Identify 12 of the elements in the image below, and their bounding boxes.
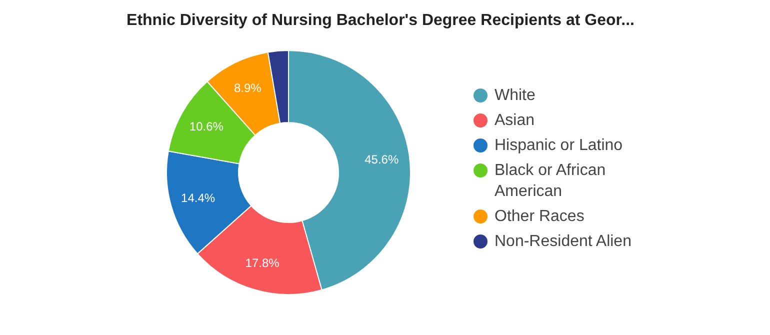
chart-title: Ethnic Diversity of Nursing Bachelor's Degree Recipients at Geor... [126, 12, 634, 29]
data-label: 10.6% [189, 120, 224, 134]
data-label: 17.8% [245, 256, 280, 270]
data-label: 45.6% [364, 152, 399, 167]
legend-label: Asian [494, 112, 535, 129]
legend-label: White [494, 87, 536, 104]
data-label: 14.4% [181, 191, 216, 206]
legend-label: Black or African American [494, 162, 606, 200]
legend-label: Hispanic or Latino [494, 137, 623, 154]
data-label: 8.9% [234, 80, 262, 95]
legend-label: Other Races [494, 208, 584, 225]
legend-label: Non-Resident Alien [494, 233, 632, 250]
